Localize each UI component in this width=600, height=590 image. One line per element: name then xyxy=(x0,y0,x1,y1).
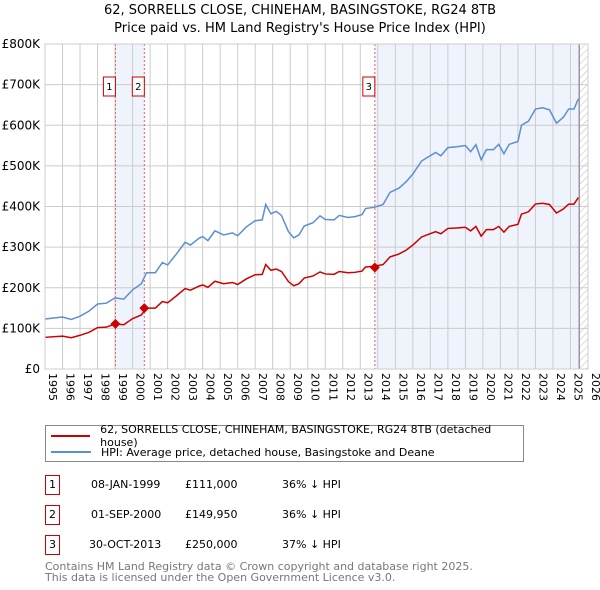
x-tick-label: 2012 xyxy=(344,373,357,400)
x-tick-label: 2021 xyxy=(501,373,514,400)
x-tick-label: 2006 xyxy=(239,373,252,400)
hpi-line xyxy=(44,98,580,321)
transaction-point xyxy=(110,318,121,329)
plot-area: 1995 1996 1997 1998 1999 2000 2001 2002 2003 2004… xyxy=(2,37,600,400)
price-paid-line xyxy=(44,197,579,339)
transaction-date: 01-SEP-2000 xyxy=(91,508,162,521)
x-tick-label: 2000 xyxy=(134,373,147,400)
legend-swatch xyxy=(51,451,91,453)
transaction-number: 2 xyxy=(45,505,60,525)
transaction-price: £250,000 xyxy=(185,538,238,551)
legend-label: 62, SORRELLS CLOSE, CHINEHAM, BASINGSTOK… xyxy=(100,423,492,449)
x-tick-label: 2020 xyxy=(484,373,497,400)
footer-line-2: This data is licensed under the Open Gov… xyxy=(45,571,396,584)
x-tick-label: 2013 xyxy=(361,373,374,400)
transaction-hpi-diff: 37% ↓ HPI xyxy=(282,538,341,551)
transaction-marker-box xyxy=(131,76,145,97)
transaction-hpi-diff: 36% ↓ HPI xyxy=(282,478,341,491)
x-tick-label: 2011 xyxy=(326,373,339,400)
x-tick-label: 2007 xyxy=(256,373,269,400)
x-tick-label: 2016 xyxy=(414,373,427,400)
chart-subtitle: Price paid vs. HM Land Registry's House … xyxy=(114,21,486,36)
x-tick-label: 2009 xyxy=(291,373,304,400)
plot-border xyxy=(44,43,589,370)
x-tick-label: 2005 xyxy=(221,373,234,400)
x-tick-label: 1996 xyxy=(64,373,77,400)
x-tick-label: 2026 xyxy=(589,373,600,400)
legend-label: HPI: Average price, detached house, Basi… xyxy=(101,445,435,459)
transaction-number: 3 xyxy=(45,535,60,555)
y-tick-label: £0 xyxy=(25,362,40,376)
y-tick-label: £500K xyxy=(2,159,42,173)
transaction-marker-box xyxy=(102,76,116,97)
legend-item-hpi: HPI: Average price, detached house, Basi… xyxy=(46,444,435,460)
y-tick-label: £100K xyxy=(2,321,42,335)
transaction-row: 1 08-JAN-1999 £111,000 36% ↓ HPI xyxy=(45,475,545,495)
legend: 62, SORRELLS CLOSE, CHINEHAM, BASINGSTOK… xyxy=(45,423,524,462)
legend-item-property: 62, SORRELLS CLOSE, CHINEHAM, BASINGSTOK… xyxy=(46,423,523,449)
transaction-marker-label: 3 xyxy=(366,82,372,93)
transaction-marker-box xyxy=(362,76,376,97)
transaction-row: 3 30-OCT-2013 £250,000 37% ↓ HPI xyxy=(45,535,545,555)
footer-line-1: Contains HM Land Registry data © Crown c… xyxy=(45,560,473,573)
y-tick-label: £400K xyxy=(2,200,42,214)
chart-title: 62, SORRELLS CLOSE, CHINEHAM, BASINGSTOK… xyxy=(103,3,497,18)
x-tick-label: 1995 xyxy=(46,373,59,400)
transaction-marker-label: 2 xyxy=(135,82,141,93)
x-tick-label: 2023 xyxy=(536,373,549,400)
x-tick-label: 2004 xyxy=(204,373,217,400)
transaction-marker-label: 1 xyxy=(106,82,112,93)
x-tick-label: 1998 xyxy=(99,373,112,400)
x-tick-label: 2003 xyxy=(186,373,199,400)
transaction-point xyxy=(369,262,380,273)
transaction-date: 08-JAN-1999 xyxy=(91,478,161,491)
y-tick-label: £200K xyxy=(2,281,42,295)
transaction-hpi-diff: 36% ↓ HPI xyxy=(282,508,341,521)
transaction-price: £111,000 xyxy=(185,478,238,491)
transaction-point xyxy=(139,303,150,314)
x-tick-label: 2024 xyxy=(554,373,567,400)
x-tick-label: 1999 xyxy=(116,373,129,400)
transaction-row: 2 01-SEP-2000 £149,950 36% ↓ HPI xyxy=(45,505,545,525)
transaction-date: 30-OCT-2013 xyxy=(89,538,162,551)
x-tick-label: 2018 xyxy=(449,373,462,400)
y-tick-label: £800K xyxy=(2,37,42,51)
x-tick-label: 2022 xyxy=(519,373,532,400)
y-tick-label: £300K xyxy=(2,240,42,254)
y-tick-label: £600K xyxy=(2,118,42,132)
x-tick-label: 2015 xyxy=(396,373,409,400)
x-tick-label: 2010 xyxy=(309,373,322,400)
y-tick-label: £700K xyxy=(2,78,42,92)
x-tick-label: 2025 xyxy=(571,373,584,400)
x-tick-label: 1997 xyxy=(81,373,94,400)
x-tick-label: 2002 xyxy=(169,373,182,400)
legend-swatch xyxy=(51,435,91,437)
x-tick-label: 2019 xyxy=(466,373,479,400)
x-tick-label: 2001 xyxy=(151,373,164,400)
x-tick-label: 2014 xyxy=(379,373,392,400)
x-tick-label: 2008 xyxy=(274,373,287,400)
transaction-price: £149,950 xyxy=(185,508,238,521)
transaction-number: 1 xyxy=(45,475,60,495)
x-tick-label: 2017 xyxy=(431,373,444,400)
